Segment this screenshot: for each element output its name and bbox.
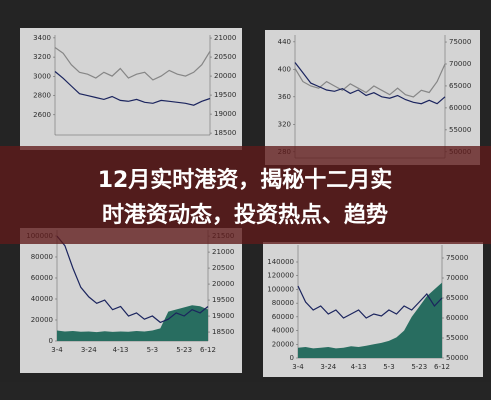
x-tick-label: 3-4 (292, 363, 304, 371)
x-tick-label: 5-3 (147, 346, 158, 354)
y2-tick-label: 21000 (214, 34, 236, 42)
line (54, 71, 211, 106)
x-tick-label: 6-12 (200, 346, 216, 354)
x-tick-label: 5-23 (411, 363, 427, 371)
x-tick-label: 3-24 (320, 363, 336, 371)
y2-tick-label: 18500 (214, 129, 236, 137)
y2-tick-label: 18500 (212, 328, 234, 336)
line (294, 62, 446, 105)
y-tick-label: 2600 (33, 111, 51, 119)
y2-tick-label: 75000 (449, 38, 471, 46)
y2-tick-label: 19000 (212, 312, 234, 320)
y-tick-label: 60000 (272, 313, 294, 321)
y-tick-label: 140000 (267, 258, 294, 266)
y-tick-label: 120000 (267, 272, 294, 280)
y2-tick-label: 19000 (214, 110, 236, 118)
y2-tick-label: 19500 (214, 91, 236, 99)
y-tick-label: 2800 (33, 92, 51, 100)
y2-tick-label: 75000 (446, 254, 468, 262)
y2-tick-label: 50000 (446, 354, 468, 362)
y2-tick-label: 55000 (449, 126, 471, 134)
y-tick-label: 100000 (267, 285, 294, 293)
y-tick-label: 0 (49, 337, 53, 345)
y-tick-label: 80000 (31, 253, 53, 261)
line (56, 235, 209, 324)
y-tick-label: 3400 (33, 34, 51, 42)
y2-tick-label: 70000 (449, 60, 471, 68)
x-tick-label: 6-12 (434, 363, 450, 371)
y2-tick-label: 21000 (212, 248, 234, 256)
y2-tick-label: 20500 (212, 264, 234, 272)
y2-tick-label: 19500 (212, 296, 234, 304)
y2-tick-label: 65000 (449, 82, 471, 90)
y-tick-label: 3000 (33, 72, 51, 80)
headline: 12月实时港资，揭秘十二月实 (98, 167, 393, 193)
y-tick-label: 40000 (31, 295, 53, 303)
y-tick-label: 0 (290, 354, 294, 362)
y2-tick-label: 20500 (214, 53, 236, 61)
charts: 3400320030002800260021000205002000019500… (20, 28, 483, 377)
y2-tick-label: 20000 (214, 72, 236, 80)
y-tick-label: 400 (278, 65, 291, 73)
x-tick-label: 3-4 (51, 346, 63, 354)
headline: 时港资动态，投资热点、趋势 (102, 202, 388, 228)
y2-tick-label: 60000 (446, 314, 468, 322)
y-tick-label: 320 (278, 120, 291, 128)
y-tick-label: 20000 (272, 340, 294, 348)
y-tick-label: 440 (278, 38, 291, 46)
x-tick-label: 3-24 (81, 346, 97, 354)
y-tick-label: 80000 (272, 299, 294, 307)
y-tick-label: 60000 (31, 274, 53, 282)
x-tick-label: 4-13 (113, 346, 129, 354)
y2-tick-label: 65000 (446, 294, 468, 302)
y-tick-label: 40000 (272, 327, 294, 335)
y2-tick-label: 20000 (212, 280, 234, 288)
y2-tick-label: 70000 (446, 274, 468, 282)
line (54, 47, 211, 81)
y-tick-label: 360 (278, 93, 291, 101)
y-tick-label: 3200 (33, 53, 51, 61)
x-tick-label: 5-3 (383, 363, 394, 371)
y2-tick-label: 60000 (449, 104, 471, 112)
title-band (0, 146, 491, 244)
x-tick-label: 5-23 (176, 346, 192, 354)
line (297, 285, 443, 319)
area (57, 305, 208, 341)
y2-tick-label: 55000 (446, 334, 468, 342)
area (298, 282, 442, 358)
y-tick-label: 20000 (31, 316, 53, 324)
x-tick-label: 4-13 (351, 363, 367, 371)
